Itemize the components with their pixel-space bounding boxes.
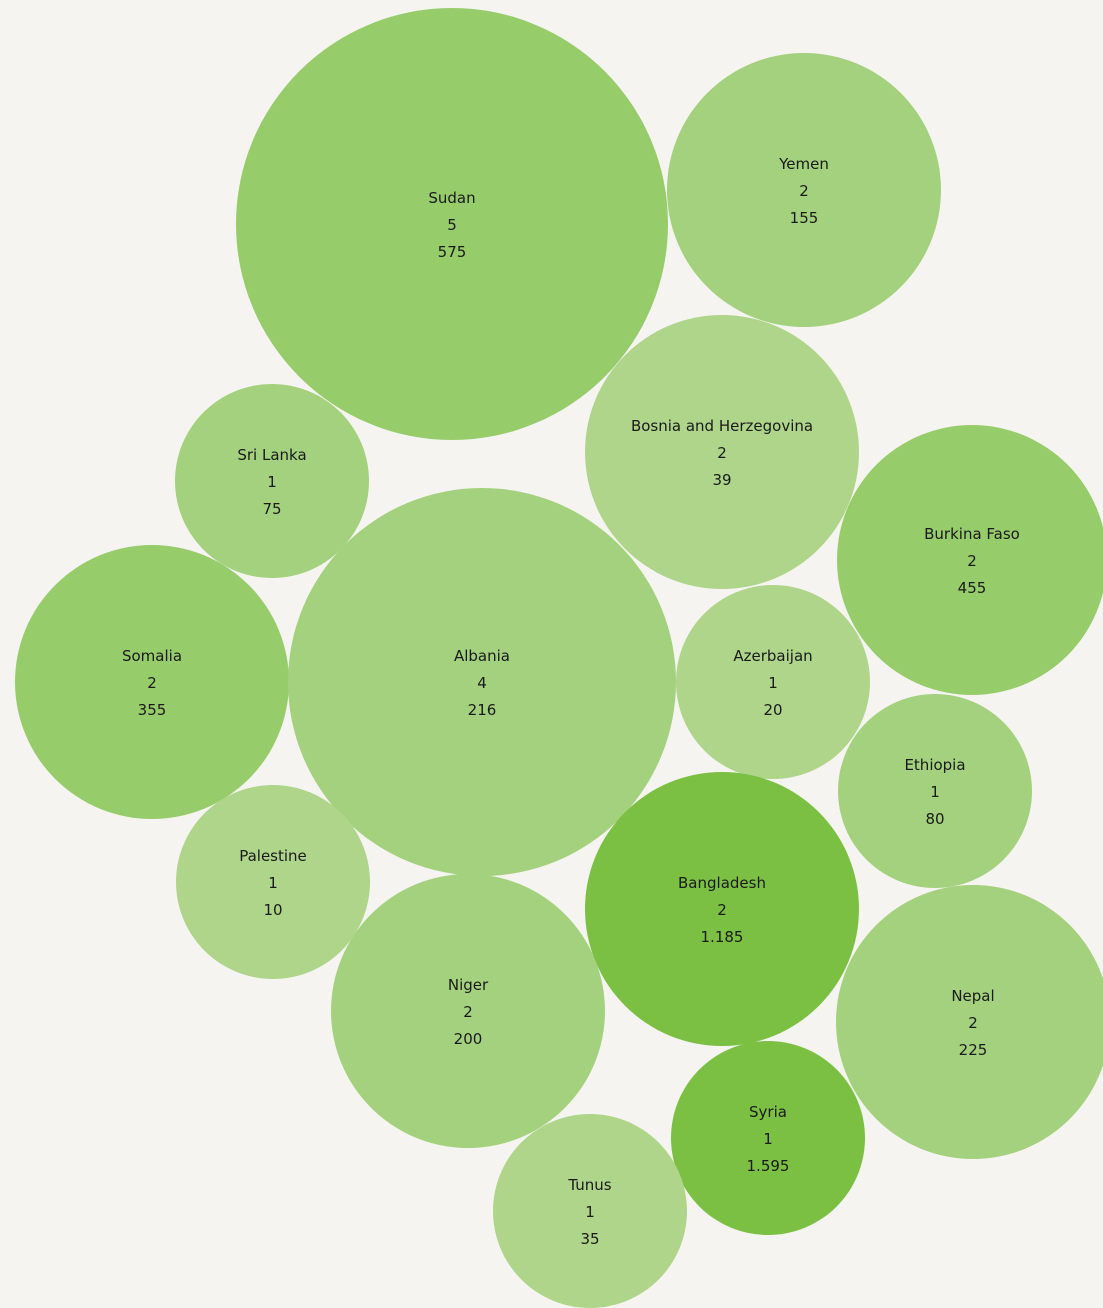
bubble-burkina-faso[interactable]: Burkina Faso 2 455 [837, 425, 1103, 695]
bubble-circle-azerbaijan[interactable] [676, 585, 870, 779]
bubble-count: 1 [268, 874, 278, 892]
bubble-name: Sri Lanka [237, 446, 306, 464]
bubble-count: 2 [799, 182, 809, 200]
bubble-somalia[interactable]: Somalia 2 355 [15, 545, 289, 819]
bubble-circle-nepal[interactable] [836, 885, 1103, 1159]
bubble-ethiopia[interactable]: Ethiopia 1 80 [838, 694, 1032, 888]
bubble-nepal[interactable]: Nepal 2 225 [836, 885, 1103, 1159]
bubble-label-azerbaijan: Azerbaijan 1 20 [733, 647, 812, 719]
bubble-count: 2 [717, 444, 727, 462]
bubble-count: 1 [768, 674, 778, 692]
bubble-value: 155 [790, 209, 819, 227]
bubble-label-burkina-faso: Burkina Faso 2 455 [924, 525, 1020, 597]
bubble-value: 80 [925, 810, 944, 828]
bubble-bangladesh[interactable]: Bangladesh 2 1.185 [585, 772, 859, 1046]
bubble-circle-tunus[interactable] [493, 1114, 687, 1308]
bubble-count: 2 [968, 1014, 978, 1032]
bubble-value: 10 [263, 901, 282, 919]
bubble-circle-sri-lanka[interactable] [175, 384, 369, 578]
bubble-name: Bangladesh [678, 874, 766, 892]
bubble-name: Sudan [428, 189, 475, 207]
bubble-circle-syria[interactable] [671, 1041, 865, 1235]
bubble-circle-bangladesh[interactable] [585, 772, 859, 1046]
bubble-circle-ethiopia[interactable] [838, 694, 1032, 888]
bubble-albania[interactable]: Albania 4 216 [288, 488, 676, 876]
bubble-name: Niger [448, 976, 489, 994]
bubble-name: Palestine [239, 847, 307, 865]
bubble-niger[interactable]: Niger 2 200 [331, 874, 605, 1148]
bubble-yemen[interactable]: Yemen 2 155 [667, 53, 941, 327]
bubble-value: 20 [763, 701, 782, 719]
bubble-value: 35 [580, 1230, 599, 1248]
bubble-tunus[interactable]: Tunus 1 35 [493, 1114, 687, 1308]
bubble-count: 1 [763, 1130, 773, 1148]
bubble-value: 1.595 [747, 1157, 790, 1175]
bubble-value: 1.185 [701, 928, 744, 946]
bubble-value: 225 [959, 1041, 988, 1059]
bubble-circle-palestine[interactable] [176, 785, 370, 979]
bubble-circle-niger[interactable] [331, 874, 605, 1148]
bubble-sri-lanka[interactable]: Sri Lanka 1 75 [175, 384, 369, 578]
bubble-label-ethiopia: Ethiopia 1 80 [904, 756, 965, 828]
bubble-label-palestine: Palestine 1 10 [239, 847, 307, 919]
bubble-name: Yemen [778, 155, 829, 173]
bubble-circle-albania[interactable] [288, 488, 676, 876]
bubble-label-sri-lanka: Sri Lanka 1 75 [237, 446, 306, 518]
bubble-count: 1 [267, 473, 277, 491]
bubble-circle-burkina-faso[interactable] [837, 425, 1103, 695]
bubble-name: Tunus [567, 1176, 611, 1194]
bubble-bosnia-and-herzegovina[interactable]: Bosnia and Herzegovina 2 39 [585, 315, 859, 589]
bubble-count: 2 [463, 1003, 473, 1021]
bubble-label-bangladesh: Bangladesh 2 1.185 [678, 874, 766, 946]
bubble-count: 5 [447, 216, 457, 234]
bubble-azerbaijan[interactable]: Azerbaijan 1 20 [676, 585, 870, 779]
bubble-label-yemen: Yemen 2 155 [778, 155, 829, 227]
bubble-count: 1 [585, 1203, 595, 1221]
bubble-label-sudan: Sudan 5 575 [428, 189, 475, 261]
bubble-name: Ethiopia [904, 756, 965, 774]
bubble-circle-sudan[interactable] [236, 8, 668, 440]
bubble-layer: Sudan 5 575 Yemen 2 155 Sri Lanka 1 75 Bosnia and… [15, 8, 1103, 1308]
bubble-value: 575 [438, 243, 467, 261]
bubble-value: 200 [454, 1030, 483, 1048]
bubble-label-tunus: Tunus 1 35 [567, 1176, 611, 1248]
bubble-value: 455 [958, 579, 987, 597]
bubble-value: 355 [138, 701, 167, 719]
bubble-count: 4 [477, 674, 487, 692]
bubble-sudan[interactable]: Sudan 5 575 [236, 8, 668, 440]
bubble-circle-bosnia-and-herzegovina[interactable] [585, 315, 859, 589]
bubble-name: Burkina Faso [924, 525, 1020, 543]
bubble-count: 2 [147, 674, 157, 692]
bubble-count: 2 [967, 552, 977, 570]
bubble-name: Azerbaijan [733, 647, 812, 665]
bubble-name: Bosnia and Herzegovina [631, 417, 813, 435]
bubble-value: 75 [262, 500, 281, 518]
bubble-name: Syria [749, 1103, 787, 1121]
bubble-label-bosnia-and-herzegovina: Bosnia and Herzegovina 2 39 [631, 417, 813, 489]
bubble-value: 216 [468, 701, 497, 719]
bubble-circle-somalia[interactable] [15, 545, 289, 819]
bubble-value: 39 [712, 471, 731, 489]
bubble-name: Nepal [951, 987, 994, 1005]
bubble-syria[interactable]: Syria 1 1.595 [671, 1041, 865, 1235]
bubble-label-niger: Niger 2 200 [448, 976, 489, 1048]
bubble-circle-yemen[interactable] [667, 53, 941, 327]
bubble-label-somalia: Somalia 2 355 [122, 647, 182, 719]
bubble-label-syria: Syria 1 1.595 [747, 1103, 790, 1175]
bubble-name: Albania [454, 647, 510, 665]
bubble-count: 2 [717, 901, 727, 919]
bubble-label-albania: Albania 4 216 [454, 647, 510, 719]
bubble-name: Somalia [122, 647, 182, 665]
bubble-label-nepal: Nepal 2 225 [951, 987, 994, 1059]
bubble-count: 1 [930, 783, 940, 801]
bubble-palestine[interactable]: Palestine 1 10 [176, 785, 370, 979]
